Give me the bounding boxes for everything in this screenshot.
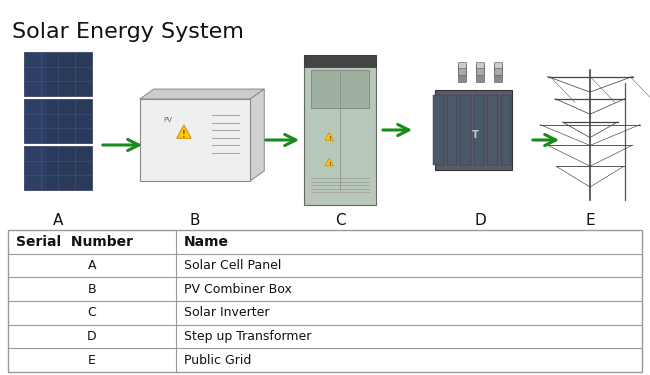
Text: Public Grid: Public Grid <box>184 354 252 367</box>
Bar <box>447 95 458 165</box>
Bar <box>460 95 471 165</box>
Bar <box>24 146 47 190</box>
Bar <box>24 99 92 143</box>
Text: A: A <box>53 213 63 228</box>
Bar <box>458 65 466 75</box>
Bar <box>458 64 466 82</box>
Bar <box>476 64 484 82</box>
Text: !: ! <box>328 162 330 166</box>
Bar <box>24 52 92 96</box>
Bar <box>140 99 250 181</box>
Text: D: D <box>87 330 97 343</box>
Bar <box>24 99 47 143</box>
Bar <box>494 65 502 75</box>
Bar <box>311 70 369 108</box>
Bar <box>473 95 484 165</box>
Bar <box>24 146 92 190</box>
Text: Step up Transformer: Step up Transformer <box>184 330 311 343</box>
Bar <box>476 65 484 75</box>
Text: E: E <box>585 213 595 228</box>
Text: C: C <box>88 306 96 320</box>
Text: Solar Inverter: Solar Inverter <box>184 306 270 320</box>
Text: Solar Energy System: Solar Energy System <box>12 22 244 42</box>
Bar <box>458 62 466 68</box>
Polygon shape <box>140 89 265 99</box>
Bar <box>24 52 47 96</box>
Text: C: C <box>335 213 345 228</box>
Text: !: ! <box>328 136 330 141</box>
Bar <box>487 95 498 165</box>
Text: PV Combiner Box: PV Combiner Box <box>184 283 292 296</box>
Text: Serial  Number: Serial Number <box>16 235 133 249</box>
Polygon shape <box>325 133 333 140</box>
Text: D: D <box>474 213 486 228</box>
Bar <box>304 55 376 67</box>
Text: T: T <box>472 130 479 140</box>
Text: Solar Cell Panel: Solar Cell Panel <box>184 259 281 272</box>
Bar <box>304 55 376 205</box>
Text: B: B <box>88 283 96 296</box>
Bar <box>500 95 512 165</box>
Polygon shape <box>177 125 191 138</box>
Bar <box>494 64 502 82</box>
Bar <box>494 62 502 68</box>
Text: B: B <box>190 213 200 228</box>
Bar <box>476 62 484 68</box>
Text: !: ! <box>182 130 186 139</box>
Text: E: E <box>88 354 96 367</box>
Polygon shape <box>325 158 333 166</box>
Polygon shape <box>250 89 265 181</box>
Bar <box>8 230 642 372</box>
Bar <box>433 95 444 165</box>
Text: Name: Name <box>184 235 229 249</box>
Text: PV: PV <box>163 117 172 123</box>
Text: A: A <box>88 259 96 272</box>
Bar <box>435 90 512 170</box>
